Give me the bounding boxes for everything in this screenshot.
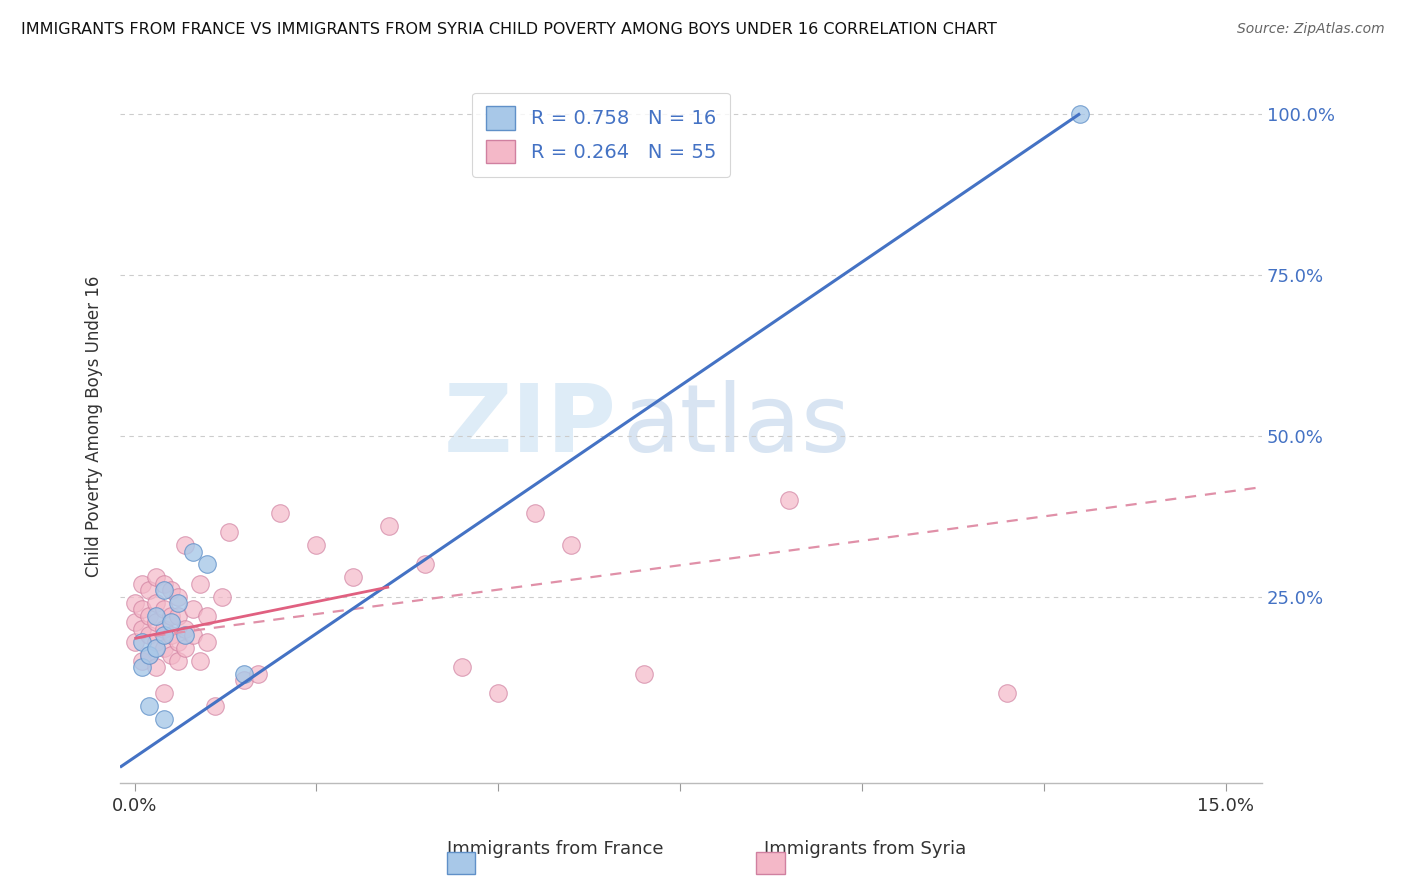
Text: Immigrants from France: Immigrants from France	[447, 840, 664, 858]
Point	[167, 596, 190, 610]
Point	[124, 615, 146, 630]
Point	[450, 660, 472, 674]
Point	[138, 583, 160, 598]
Point	[181, 602, 204, 616]
Point	[560, 538, 582, 552]
Point	[152, 628, 174, 642]
Point	[152, 686, 174, 700]
Text: Immigrants from Syria: Immigrants from Syria	[763, 840, 966, 858]
Point	[160, 648, 183, 662]
Point	[167, 608, 190, 623]
Point	[167, 634, 190, 648]
Point	[778, 493, 800, 508]
Point	[124, 634, 146, 648]
Point	[232, 673, 254, 688]
Point	[188, 654, 211, 668]
Point	[995, 686, 1018, 700]
Point	[131, 576, 153, 591]
Point	[195, 634, 218, 648]
Point	[145, 608, 167, 623]
Text: atlas: atlas	[623, 380, 851, 472]
Point	[131, 634, 153, 648]
Point	[152, 576, 174, 591]
Text: IMMIGRANTS FROM FRANCE VS IMMIGRANTS FROM SYRIA CHILD POVERTY AMONG BOYS UNDER 1: IMMIGRANTS FROM FRANCE VS IMMIGRANTS FRO…	[21, 22, 997, 37]
Point	[138, 628, 160, 642]
Point	[1069, 106, 1091, 120]
Point	[131, 602, 153, 616]
Legend: R = 0.758   N = 16, R = 0.264   N = 55: R = 0.758 N = 16, R = 0.264 N = 55	[472, 93, 730, 177]
Point	[160, 615, 183, 630]
Point	[145, 615, 167, 630]
Point	[342, 570, 364, 584]
Point	[152, 583, 174, 598]
Point	[174, 628, 197, 642]
Point	[218, 525, 240, 540]
Point	[138, 648, 160, 662]
Text: Source: ZipAtlas.com: Source: ZipAtlas.com	[1237, 22, 1385, 37]
Point	[523, 506, 546, 520]
Point	[138, 608, 160, 623]
Point	[131, 660, 153, 674]
Point	[145, 570, 167, 584]
Point	[138, 699, 160, 714]
Point	[204, 699, 226, 714]
Point	[269, 506, 291, 520]
Point	[486, 686, 509, 700]
Text: ZIP: ZIP	[444, 380, 617, 472]
Point	[160, 608, 183, 623]
Point	[152, 622, 174, 636]
Point	[232, 666, 254, 681]
Y-axis label: Child Poverty Among Boys Under 16: Child Poverty Among Boys Under 16	[86, 276, 103, 576]
Point	[152, 712, 174, 726]
Point	[152, 641, 174, 656]
Point	[174, 538, 197, 552]
Point	[167, 654, 190, 668]
Point	[160, 583, 183, 598]
Point	[633, 666, 655, 681]
Point	[160, 628, 183, 642]
Point	[195, 558, 218, 572]
Point	[378, 518, 401, 533]
Point	[167, 590, 190, 604]
Point	[174, 641, 197, 656]
Point	[145, 634, 167, 648]
Point	[174, 622, 197, 636]
Point	[138, 648, 160, 662]
Point	[145, 641, 167, 656]
Point	[305, 538, 328, 552]
Point	[124, 596, 146, 610]
Point	[145, 660, 167, 674]
Point	[188, 576, 211, 591]
Point	[131, 654, 153, 668]
Point	[195, 608, 218, 623]
Point	[211, 590, 233, 604]
Point	[247, 666, 270, 681]
Point	[181, 628, 204, 642]
Point	[131, 622, 153, 636]
Point	[152, 602, 174, 616]
Point	[181, 544, 204, 558]
Point	[415, 558, 437, 572]
Point	[145, 596, 167, 610]
